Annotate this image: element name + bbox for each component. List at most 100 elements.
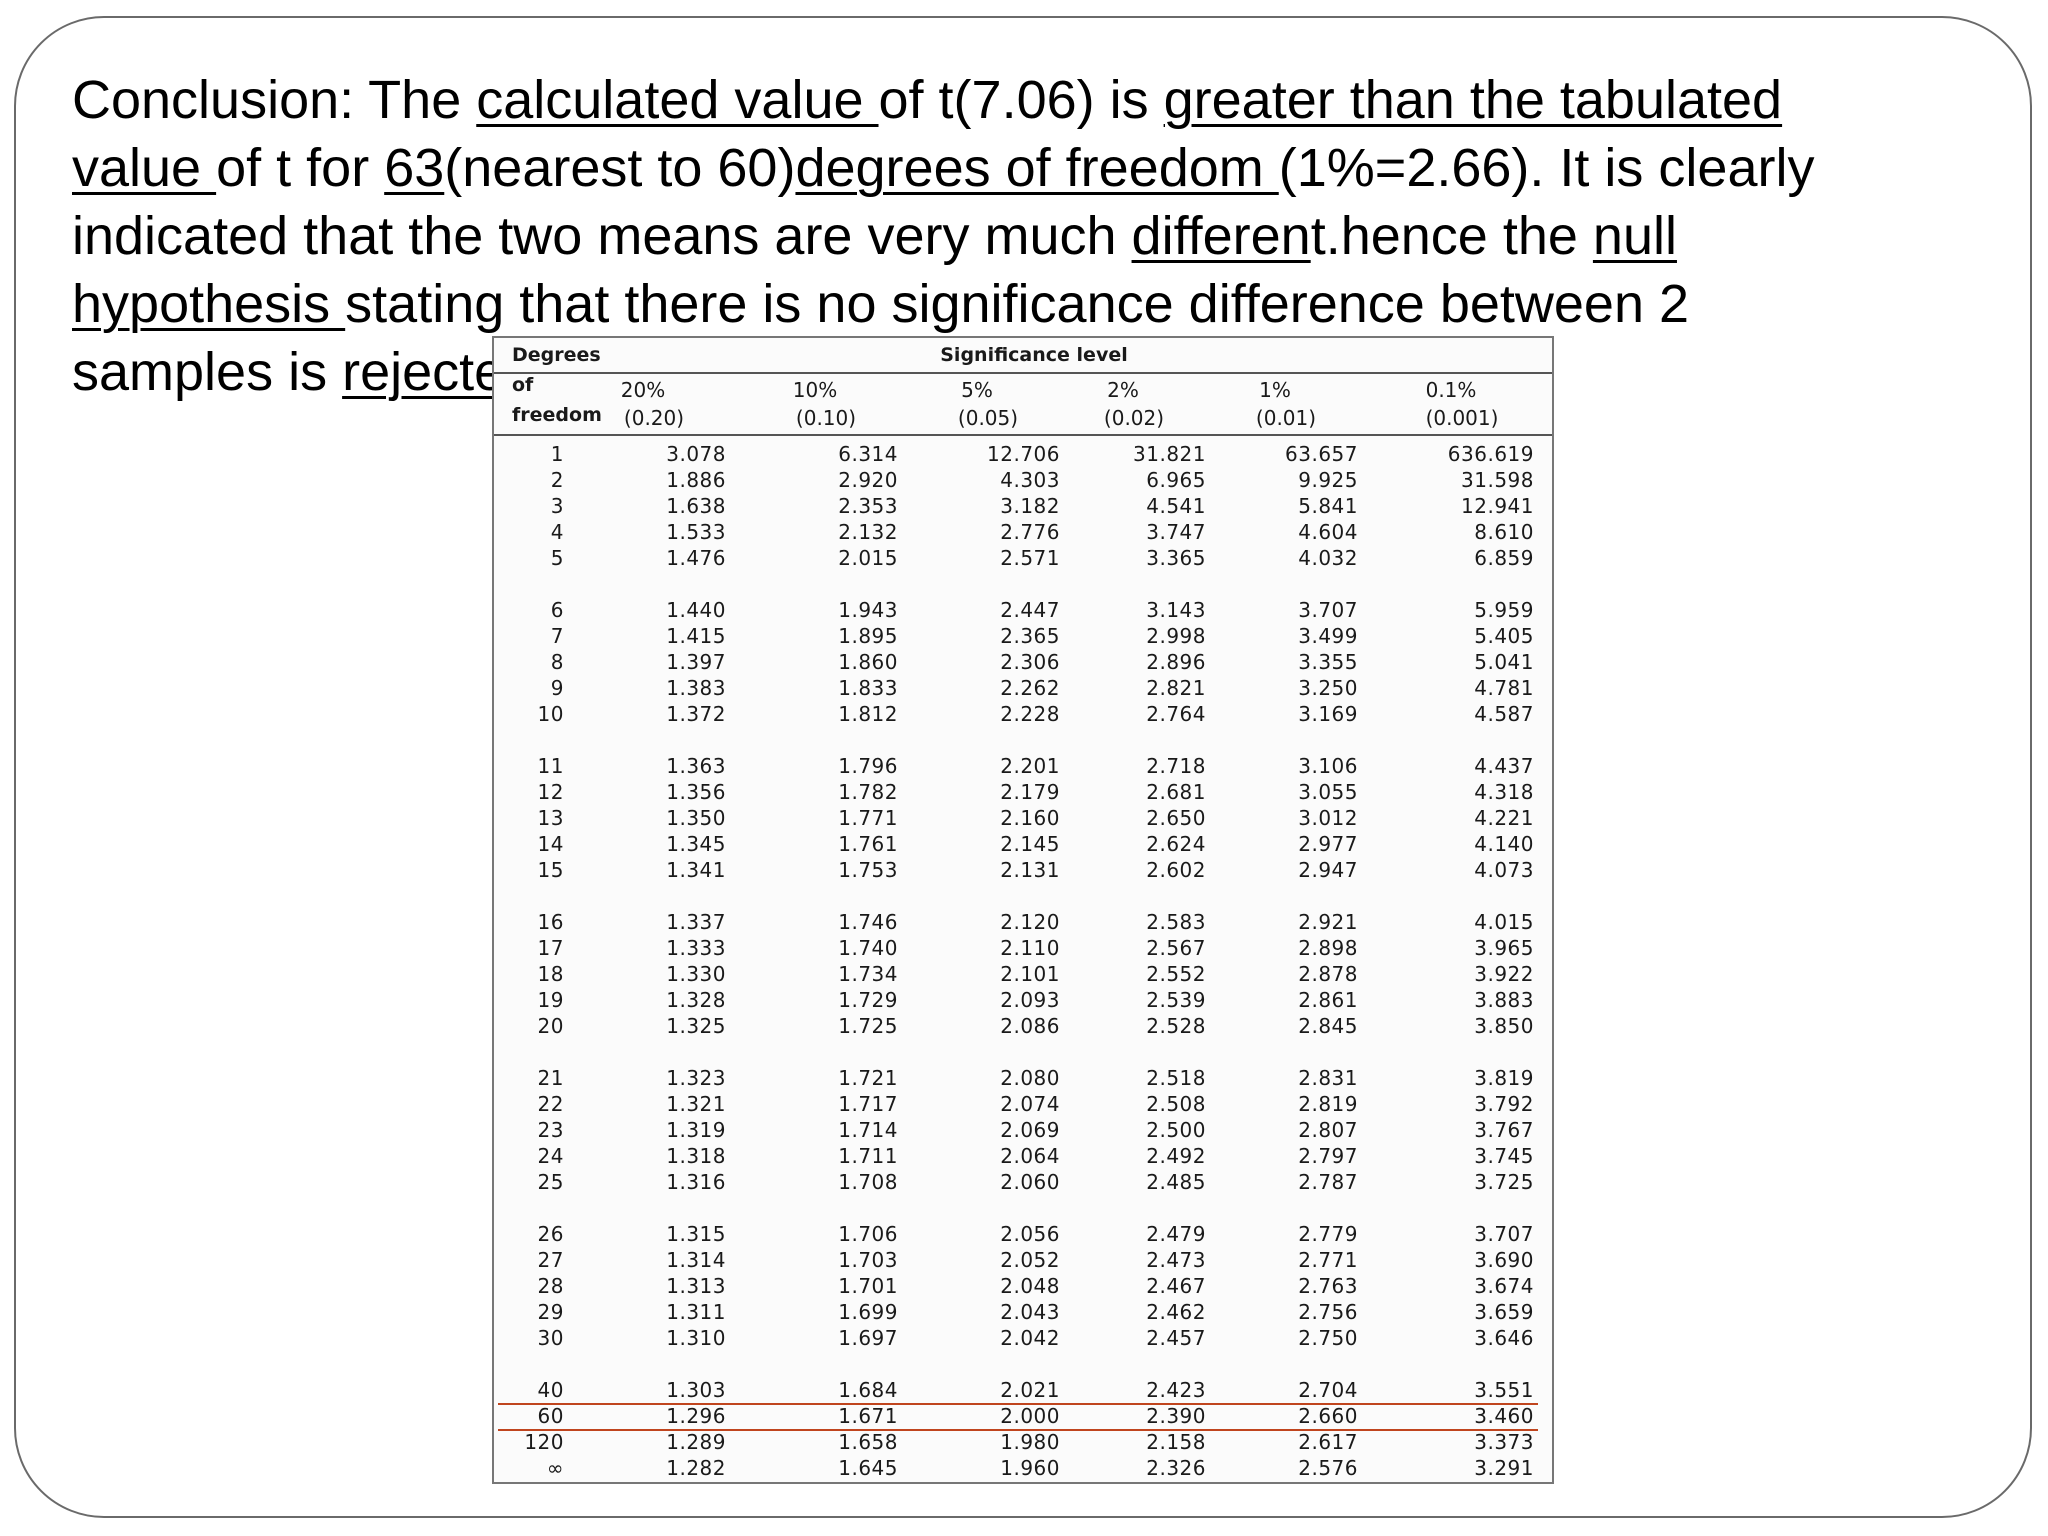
table-cell: 2.821 bbox=[1146, 676, 1206, 700]
table-cell: 1.895 bbox=[838, 624, 898, 648]
table-row-dof: 18 bbox=[537, 962, 564, 986]
table-cell: 2.528 bbox=[1146, 1014, 1206, 1038]
table-cell: 12.941 bbox=[1461, 494, 1534, 518]
table-cell: 1.533 bbox=[666, 520, 726, 544]
table-cell: 2.145 bbox=[1000, 832, 1060, 856]
table-cell: 1.746 bbox=[838, 910, 898, 934]
table-cell: 2.998 bbox=[1146, 624, 1206, 648]
column-header-p: (0.01) bbox=[1255, 406, 1317, 430]
table-cell: 2.764 bbox=[1146, 702, 1206, 726]
table-row-dof: 3 bbox=[550, 494, 564, 518]
table-row-dof: ∞ bbox=[546, 1456, 564, 1480]
table-cell: 636.619 bbox=[1447, 442, 1534, 466]
text-segment: of t for bbox=[216, 138, 385, 198]
table-cell: 2.779 bbox=[1298, 1222, 1358, 1246]
table-cell: 5.959 bbox=[1474, 598, 1534, 622]
column-header-p: (0.02) bbox=[1103, 406, 1165, 430]
column-header-pct: 5% bbox=[961, 378, 993, 402]
table-cell: 1.476 bbox=[666, 546, 726, 570]
table-cell: 3.922 bbox=[1474, 962, 1534, 986]
table-cell: 2.306 bbox=[1000, 650, 1060, 674]
underlined-phrase: greater than the tabulated bbox=[1163, 70, 1783, 130]
table-cell: 1.321 bbox=[666, 1092, 726, 1116]
table-cell: 3.182 bbox=[1000, 494, 1060, 518]
table-cell: 3.460 bbox=[1474, 1404, 1534, 1428]
table-cell: 1.671 bbox=[838, 1404, 898, 1428]
table-row-dof: 12 bbox=[537, 780, 564, 804]
table-cell: 2.861 bbox=[1298, 988, 1358, 1012]
table-cell: 1.860 bbox=[838, 650, 898, 674]
table-cell: 2.064 bbox=[1000, 1144, 1060, 1168]
table-cell: 2.326 bbox=[1146, 1456, 1206, 1480]
table-cell: 6.965 bbox=[1146, 468, 1206, 492]
table-cell: 2.500 bbox=[1146, 1118, 1206, 1142]
table-cell: 1.761 bbox=[838, 832, 898, 856]
table-cell: 2.660 bbox=[1298, 1404, 1358, 1428]
table-cell: 12.706 bbox=[987, 442, 1060, 466]
table-row-dof: 14 bbox=[537, 832, 564, 856]
table-row-dof: 40 bbox=[537, 1378, 564, 1402]
table-cell: 2.365 bbox=[1000, 624, 1060, 648]
table-cell: 1.658 bbox=[838, 1430, 898, 1454]
table-cell: 1.289 bbox=[666, 1430, 726, 1454]
table-cell: 1.753 bbox=[838, 858, 898, 882]
table-cell: 63.657 bbox=[1285, 442, 1358, 466]
table-cell: 1.316 bbox=[666, 1170, 726, 1194]
header-bottom-divider bbox=[494, 434, 1552, 436]
table-cell: 2.552 bbox=[1146, 962, 1206, 986]
table-row-dof: 16 bbox=[537, 910, 564, 934]
underlined-phrase: calculated value bbox=[476, 70, 879, 130]
text-segment: Conclusion: The bbox=[72, 70, 477, 130]
column-header-pct: 0.1% bbox=[1425, 378, 1477, 402]
table-cell: 3.012 bbox=[1298, 806, 1358, 830]
table-cell: 1.315 bbox=[666, 1222, 726, 1246]
table-cell: 1.328 bbox=[666, 988, 726, 1012]
table-cell: 2.179 bbox=[1000, 780, 1060, 804]
table-cell: 4.541 bbox=[1146, 494, 1206, 518]
table-cell: 2.921 bbox=[1298, 910, 1358, 934]
table-cell: 1.323 bbox=[666, 1066, 726, 1090]
underlined-phrase: hypothesis bbox=[72, 274, 346, 334]
table-cell: 1.943 bbox=[838, 598, 898, 622]
table-cell: 3.659 bbox=[1474, 1300, 1534, 1324]
table-cell: 2.048 bbox=[1000, 1274, 1060, 1298]
column-header-p: (0.001) bbox=[1425, 406, 1499, 430]
table-cell: 2.390 bbox=[1146, 1404, 1206, 1428]
table-row-dof: 15 bbox=[537, 858, 564, 882]
table-cell: 2.583 bbox=[1146, 910, 1206, 934]
table-cell: 2.681 bbox=[1146, 780, 1206, 804]
table-cell: 2.228 bbox=[1000, 702, 1060, 726]
table-row-dof: 9 bbox=[550, 676, 564, 700]
table-cell: 2.069 bbox=[1000, 1118, 1060, 1142]
table-cell: 2.262 bbox=[1000, 676, 1060, 700]
table-cell: 2.074 bbox=[1000, 1092, 1060, 1116]
table-cell: 1.325 bbox=[666, 1014, 726, 1038]
table-cell: 2.797 bbox=[1298, 1144, 1358, 1168]
table-cell: 2.353 bbox=[838, 494, 898, 518]
table-cell: 1.282 bbox=[666, 1456, 726, 1480]
table-cell: 3.551 bbox=[1474, 1378, 1534, 1402]
table-cell: 1.701 bbox=[838, 1274, 898, 1298]
header-divider bbox=[494, 372, 1552, 374]
table-cell: 2.492 bbox=[1146, 1144, 1206, 1168]
table-cell: 2.750 bbox=[1298, 1326, 1358, 1350]
table-row-dof: 5 bbox=[550, 546, 564, 570]
table-cell: 5.841 bbox=[1298, 494, 1358, 518]
table-cell: 3.745 bbox=[1474, 1144, 1534, 1168]
table-cell: 1.699 bbox=[838, 1300, 898, 1324]
table-row-dof: 6 bbox=[550, 598, 564, 622]
table-row-dof: 13 bbox=[537, 806, 564, 830]
table-cell: 2.567 bbox=[1146, 936, 1206, 960]
table-cell: 8.610 bbox=[1474, 520, 1534, 544]
text-segment: t.hence the bbox=[1310, 206, 1593, 266]
table-cell: 2.878 bbox=[1298, 962, 1358, 986]
text-segment: of t(7.06) is bbox=[878, 70, 1164, 130]
table-row-dof: 8 bbox=[550, 650, 564, 674]
table-cell: 2.576 bbox=[1298, 1456, 1358, 1480]
table-cell: 4.781 bbox=[1474, 676, 1534, 700]
table-cell: 2.819 bbox=[1298, 1092, 1358, 1116]
table-cell: 2.015 bbox=[838, 546, 898, 570]
table-cell: 2.160 bbox=[1000, 806, 1060, 830]
table-row-dof: 30 bbox=[537, 1326, 564, 1350]
table-cell: 1.833 bbox=[838, 676, 898, 700]
